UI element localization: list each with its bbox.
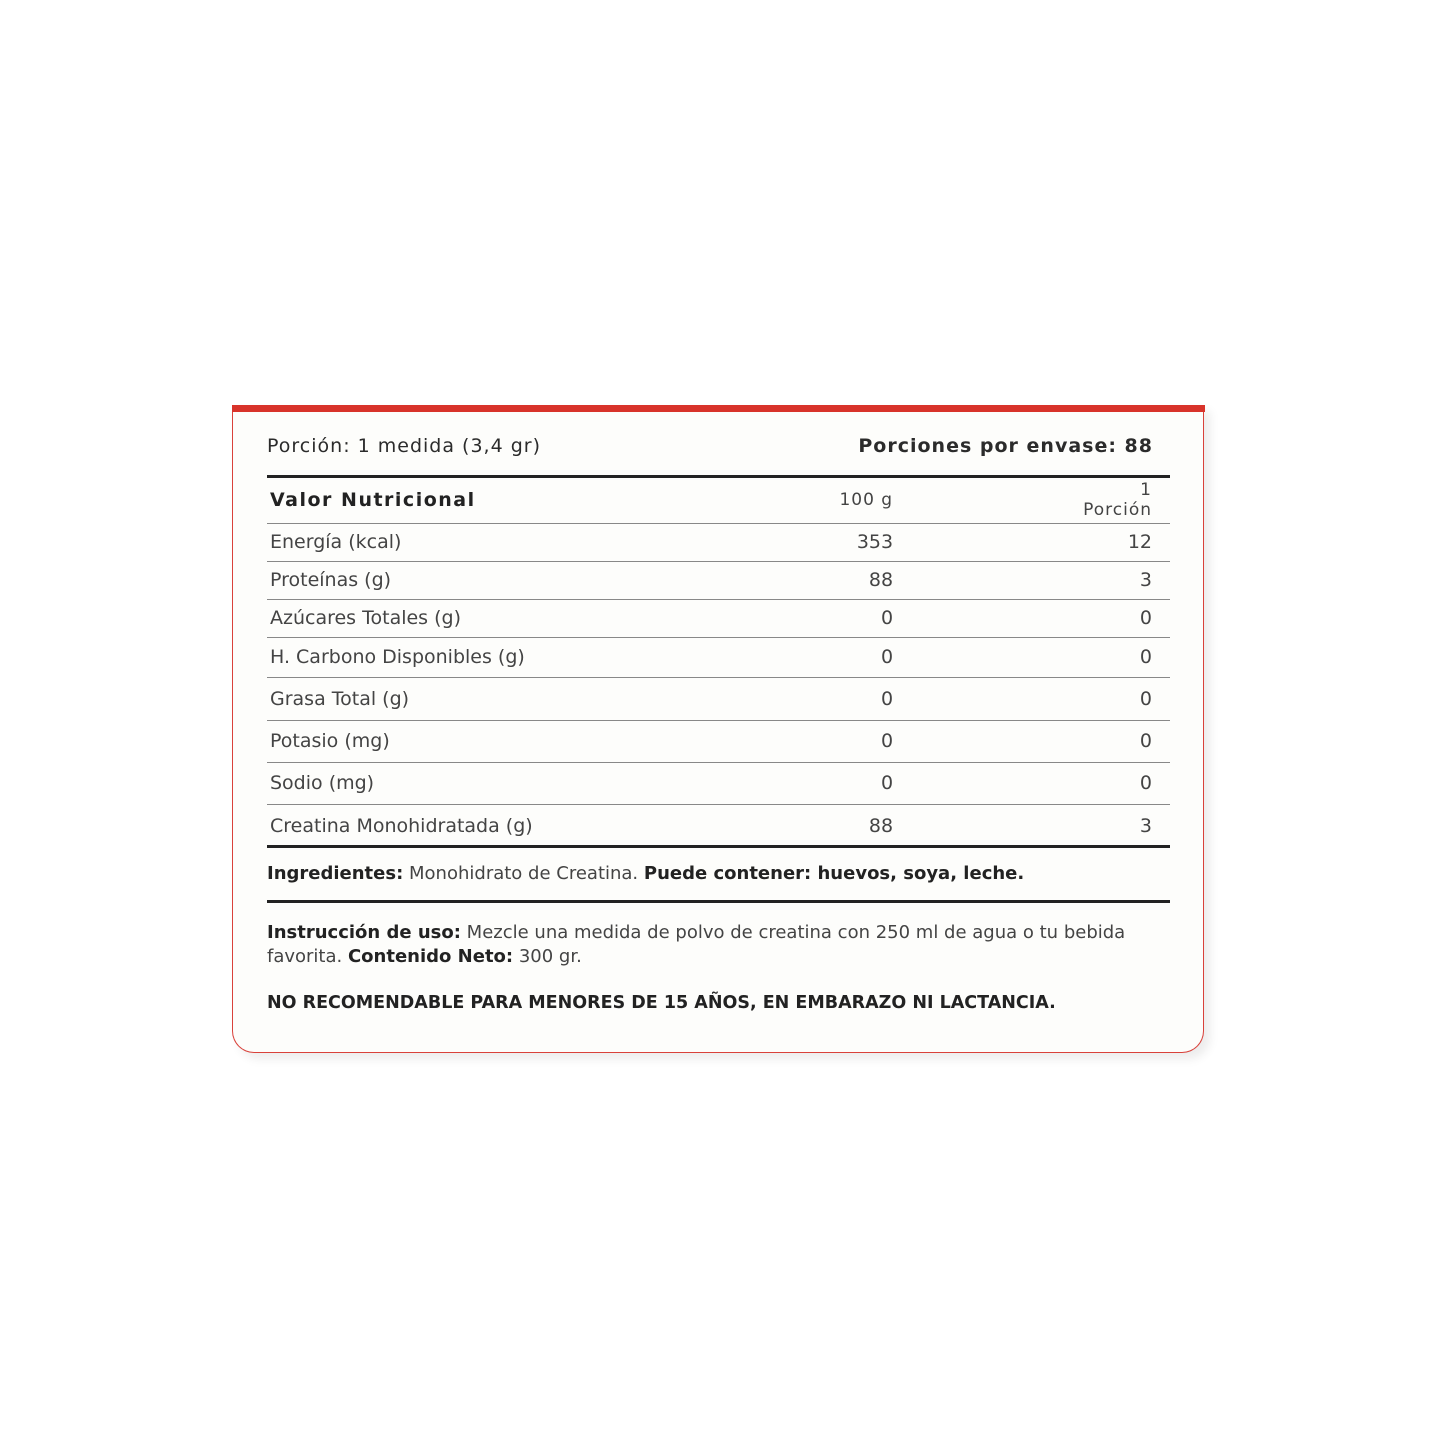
nutrient-name: Creatina Monohidratada (g)	[270, 814, 533, 837]
nutrient-name: Potasio (mg)	[270, 730, 390, 752]
servings-per-container: Porciones por envase: 88	[858, 435, 1153, 457]
value-100g: 0	[881, 730, 894, 752]
divider	[267, 845, 1170, 848]
ingredients-label: Ingredientes:	[267, 863, 404, 884]
table-row: Potasio (mg) 0 0	[267, 720, 1170, 762]
value-portion: 3	[1139, 814, 1152, 837]
table-row: Proteínas (g) 88 3	[267, 561, 1170, 599]
value-portion: 0	[1139, 730, 1152, 752]
table-row: Sodio (mg) 0 0	[267, 762, 1170, 804]
header-100g: 100 g	[839, 490, 894, 511]
nutrition-table: Valor Nutricional 100 g 1 Porción Energí…	[267, 478, 1170, 847]
accent-bar	[231, 405, 1205, 412]
table-row: H. Carbono Disponibles (g) 0 0	[267, 637, 1170, 677]
value-100g: 0	[881, 607, 894, 629]
value-100g: 0	[881, 687, 894, 710]
nutrient-name: H. Carbono Disponibles (g)	[270, 646, 525, 668]
warning: NO RECOMENDABLE PARA MENORES DE 15 AÑOS,…	[267, 993, 1056, 1013]
instructions: Instrucción de uso: Mezcle una medida de…	[267, 921, 1147, 969]
divider	[267, 900, 1170, 903]
portion-info: Porción: 1 medida (3,4 gr) Porciones por…	[267, 435, 1170, 461]
net-content-label: Contenido Neto:	[347, 946, 514, 967]
instructions-label: Instrucción de uso:	[267, 922, 461, 943]
ingredients-text: Monohidrato de Creatina.	[403, 863, 644, 884]
net-content: 300 gr.	[513, 946, 582, 967]
header-label: Valor Nutricional	[270, 489, 476, 512]
table-row: Azúcares Totales (g) 0 0	[267, 599, 1170, 637]
table-header: Valor Nutricional 100 g 1 Porción	[267, 478, 1170, 523]
header-portion: 1 Porción	[1083, 480, 1153, 521]
value-portion: 12	[1127, 531, 1152, 553]
nutrient-name: Azúcares Totales (g)	[270, 607, 462, 629]
divider	[267, 475, 1170, 478]
value-100g: 0	[881, 772, 894, 794]
value-100g: 0	[881, 646, 894, 668]
ingredients: Ingredientes: Monohidrato de Creatina. P…	[267, 862, 1170, 886]
nutrition-label: Porción: 1 medida (3,4 gr) Porciones por…	[231, 405, 1205, 1053]
value-portion: 3	[1139, 569, 1152, 591]
table-row: Creatina Monohidratada (g) 88 3	[267, 804, 1170, 847]
nutrient-name: Proteínas (g)	[270, 569, 392, 591]
nutrient-name: Energía (kcal)	[270, 531, 402, 553]
value-100g: 88	[868, 569, 894, 591]
nutrient-name: Grasa Total (g)	[270, 687, 410, 710]
value-portion: 0	[1139, 687, 1152, 710]
instructions-text: Mezcle una medida de polvo de creatina c…	[267, 922, 1126, 967]
table-row: Grasa Total (g) 0 0	[267, 677, 1170, 720]
table-row: Energía (kcal) 353 12	[267, 523, 1170, 561]
value-portion: 0	[1139, 607, 1152, 629]
value-100g: 88	[868, 814, 894, 837]
nutrient-name: Sodio (mg)	[270, 772, 375, 794]
allergens: Puede contener: huevos, soya, leche.	[643, 863, 1025, 884]
portion-size: Porción: 1 medida (3,4 gr)	[267, 435, 541, 457]
value-portion: 0	[1139, 772, 1152, 794]
value-100g: 353	[856, 531, 894, 553]
value-portion: 0	[1139, 646, 1152, 668]
